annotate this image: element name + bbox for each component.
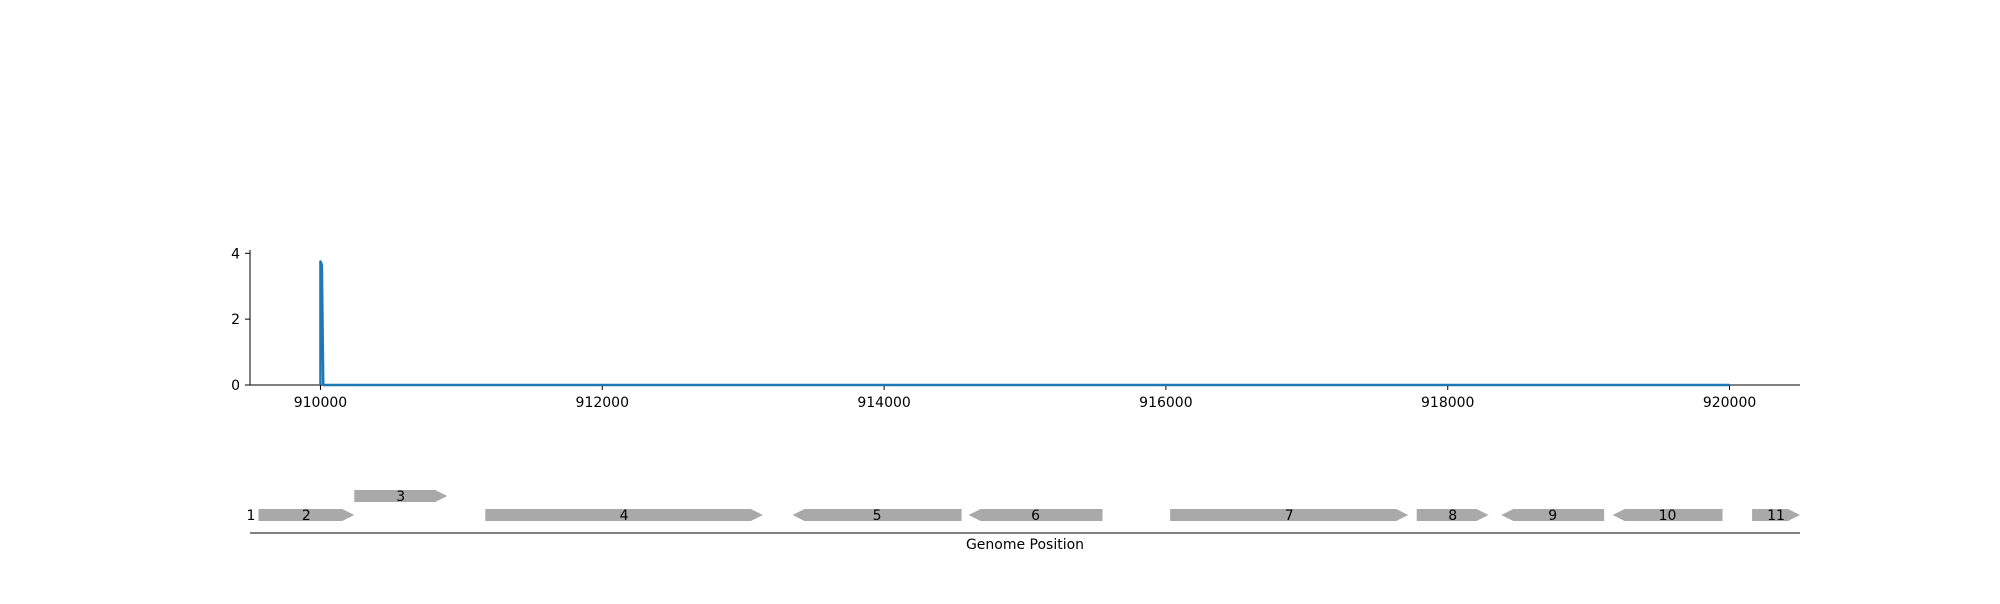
gene-arrow <box>1170 509 1409 521</box>
gene-arrow <box>1501 509 1605 521</box>
gene-arrow <box>792 509 962 521</box>
x-tick-label: 914000 <box>857 395 910 411</box>
gene-track: 1 2 3 4 5 6 7 8 9 10 11 <box>247 489 1800 534</box>
x-tick-label: 920000 <box>1703 395 1756 411</box>
gene-arrow <box>354 490 448 502</box>
y-tick-label: 4 <box>231 246 240 262</box>
gene-label: 5 <box>873 508 882 524</box>
x-tick-label: 916000 <box>1139 395 1192 411</box>
gene-label: 2 <box>302 508 311 524</box>
gene-label: 4 <box>620 508 629 524</box>
coverage-axes: 910000 912000 914000 916000 918000 920000 0 2 4 <box>231 246 1800 411</box>
gene-label: 9 <box>1548 508 1557 524</box>
gene-label: 6 <box>1031 508 1040 524</box>
gene-label: 7 <box>1285 508 1294 524</box>
gene-label: 8 <box>1448 508 1457 524</box>
x-axis-label: Genome Position <box>966 537 1084 553</box>
gene-label: 1 <box>247 508 256 524</box>
gene-arrow <box>968 509 1103 521</box>
x-tick-label: 912000 <box>576 395 629 411</box>
x-tick-label: 918000 <box>1421 395 1474 411</box>
gene-label: 10 <box>1659 508 1677 524</box>
y-tick-label: 0 <box>231 378 240 394</box>
gene-label: 11 <box>1767 508 1785 524</box>
gene-arrow <box>1416 509 1489 521</box>
gene-arrow <box>485 509 763 521</box>
gene-arrow <box>1752 509 1800 521</box>
gene-arrow <box>1612 509 1723 521</box>
coverage-line <box>319 260 1730 387</box>
gene-arrow <box>258 509 355 521</box>
x-tick-label: 910000 <box>294 395 347 411</box>
coverage-series <box>319 260 1730 387</box>
gene-label: 3 <box>396 489 405 505</box>
y-tick-label: 2 <box>231 312 240 328</box>
